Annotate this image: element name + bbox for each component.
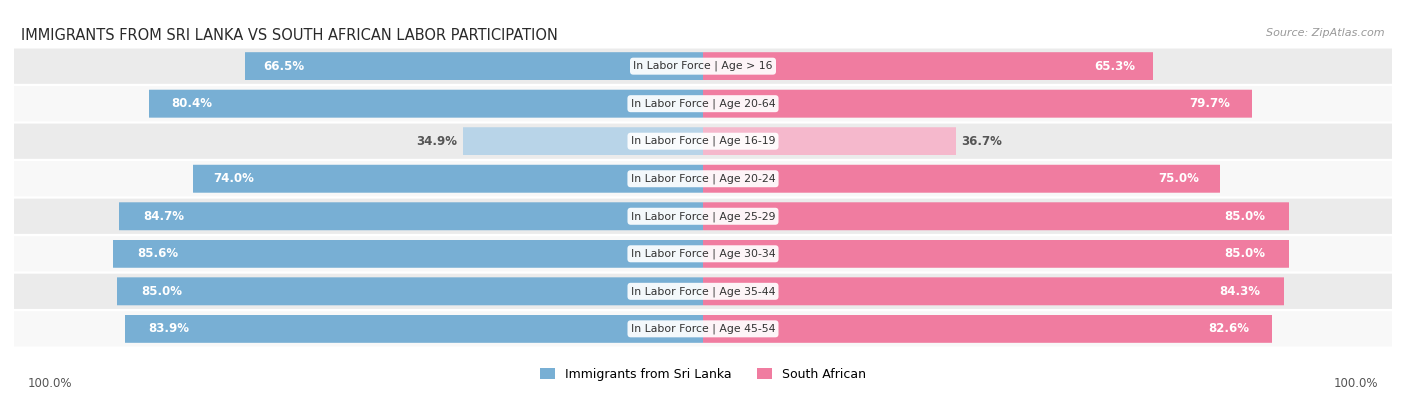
FancyBboxPatch shape (0, 199, 1406, 234)
Text: 34.9%: 34.9% (416, 135, 457, 148)
FancyBboxPatch shape (111, 315, 717, 343)
Text: 74.0%: 74.0% (214, 172, 254, 185)
FancyBboxPatch shape (0, 236, 1406, 271)
FancyBboxPatch shape (103, 277, 717, 305)
Text: In Labor Force | Age 20-24: In Labor Force | Age 20-24 (631, 173, 775, 184)
Text: 79.7%: 79.7% (1189, 97, 1230, 110)
Text: Source: ZipAtlas.com: Source: ZipAtlas.com (1267, 28, 1385, 38)
FancyBboxPatch shape (689, 240, 1303, 268)
FancyBboxPatch shape (697, 127, 962, 155)
FancyBboxPatch shape (233, 52, 714, 80)
FancyBboxPatch shape (135, 90, 717, 118)
Text: 65.3%: 65.3% (1094, 60, 1135, 73)
FancyBboxPatch shape (689, 202, 1303, 230)
FancyBboxPatch shape (689, 277, 1298, 305)
FancyBboxPatch shape (105, 202, 717, 230)
Text: 36.7%: 36.7% (962, 135, 1002, 148)
FancyBboxPatch shape (0, 124, 1406, 159)
FancyBboxPatch shape (180, 165, 716, 193)
Text: 85.6%: 85.6% (136, 247, 179, 260)
FancyBboxPatch shape (0, 86, 1406, 121)
Text: 80.4%: 80.4% (172, 97, 212, 110)
FancyBboxPatch shape (457, 127, 709, 155)
Text: 85.0%: 85.0% (1225, 210, 1265, 223)
Text: 66.5%: 66.5% (263, 60, 304, 73)
FancyBboxPatch shape (0, 49, 1406, 84)
Text: In Labor Force | Age 45-54: In Labor Force | Age 45-54 (631, 324, 775, 334)
Text: In Labor Force | Age 16-19: In Labor Force | Age 16-19 (631, 136, 775, 147)
Text: 75.0%: 75.0% (1159, 172, 1199, 185)
Text: 82.6%: 82.6% (1208, 322, 1250, 335)
Text: 85.0%: 85.0% (141, 285, 181, 298)
Text: In Labor Force | Age 25-29: In Labor Force | Age 25-29 (631, 211, 775, 222)
Text: In Labor Force | Age 35-44: In Labor Force | Age 35-44 (631, 286, 775, 297)
Text: 100.0%: 100.0% (28, 377, 73, 389)
FancyBboxPatch shape (690, 165, 1233, 193)
Legend: Immigrants from Sri Lanka, South African: Immigrants from Sri Lanka, South African (540, 368, 866, 381)
FancyBboxPatch shape (692, 52, 1164, 80)
FancyBboxPatch shape (0, 161, 1406, 196)
FancyBboxPatch shape (0, 311, 1406, 346)
Text: 83.9%: 83.9% (148, 322, 188, 335)
FancyBboxPatch shape (689, 90, 1265, 118)
FancyBboxPatch shape (98, 240, 717, 268)
FancyBboxPatch shape (689, 315, 1286, 343)
Text: In Labor Force | Age > 16: In Labor Force | Age > 16 (633, 61, 773, 71)
Text: 84.7%: 84.7% (143, 210, 184, 223)
Text: 100.0%: 100.0% (1333, 377, 1378, 389)
Text: IMMIGRANTS FROM SRI LANKA VS SOUTH AFRICAN LABOR PARTICIPATION: IMMIGRANTS FROM SRI LANKA VS SOUTH AFRIC… (21, 28, 558, 43)
Text: In Labor Force | Age 20-64: In Labor Force | Age 20-64 (631, 98, 775, 109)
Text: 85.0%: 85.0% (1225, 247, 1265, 260)
Text: 84.3%: 84.3% (1219, 285, 1261, 298)
Text: In Labor Force | Age 30-34: In Labor Force | Age 30-34 (631, 248, 775, 259)
FancyBboxPatch shape (0, 274, 1406, 309)
